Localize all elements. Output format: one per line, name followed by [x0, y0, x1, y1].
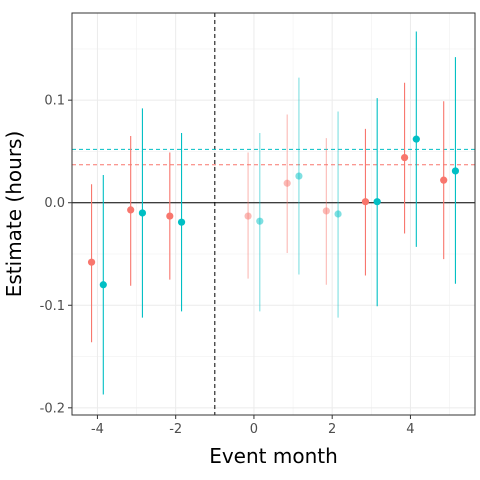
y-axis-title: Estimate (hours) [2, 131, 26, 298]
plot-panel-border [71, 12, 476, 416]
estimate-point [244, 212, 252, 220]
estimate-point [322, 207, 330, 215]
estimate-point [138, 209, 147, 217]
axes: -4 -2 0 2 4 -0.2 -0.1 0.0 0.1 [40, 94, 415, 437]
reference-lines [72, 13, 475, 415]
estimate-point [127, 206, 135, 214]
plot-panel-background [72, 13, 475, 415]
estimate-point [412, 135, 420, 143]
estimate-point [166, 212, 174, 220]
estimate-point [283, 179, 291, 187]
estimate-point [440, 176, 448, 184]
x-tick-label: 0 [250, 422, 258, 437]
y-tick-label: 0.0 [44, 196, 65, 211]
estimate-point [256, 217, 264, 225]
y-tick-label: 0.1 [44, 94, 65, 109]
x-axis-title: Event month [209, 444, 338, 468]
x-tick-label: -4 [91, 422, 104, 437]
estimate-point [451, 167, 460, 175]
estimate-point [373, 198, 381, 206]
estimate-point [361, 198, 370, 206]
x-tick-label: 4 [406, 422, 414, 437]
estimate-point [295, 172, 303, 180]
estimate-point [87, 258, 96, 266]
data-series [87, 31, 460, 395]
estimate-point [334, 210, 342, 218]
estimate-point [177, 218, 186, 226]
y-tick-label: -0.2 [40, 401, 65, 416]
estimate-point [400, 153, 409, 162]
y-tick-label: -0.1 [40, 299, 65, 314]
x-tick-label: 2 [328, 422, 336, 437]
x-tick-label: -2 [169, 422, 182, 437]
estimate-point [99, 281, 107, 289]
